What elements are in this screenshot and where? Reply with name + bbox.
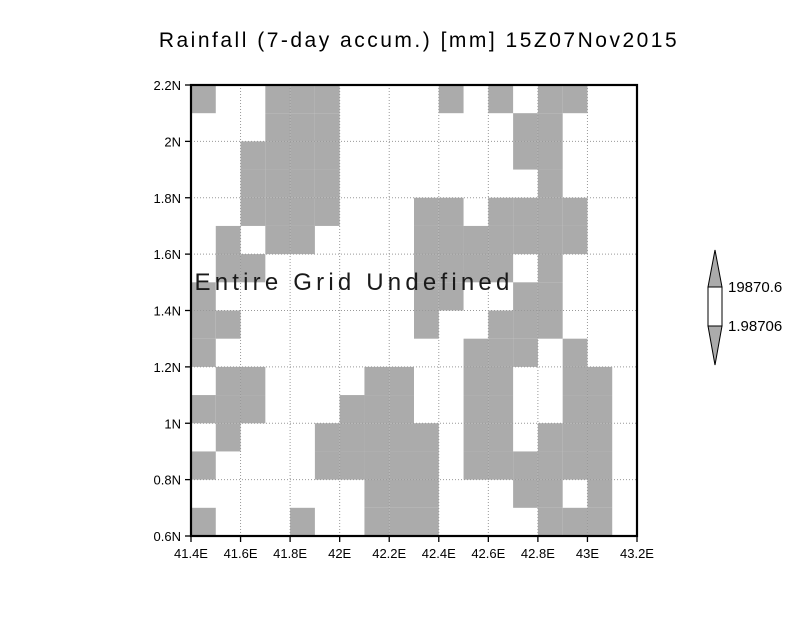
svg-text:0.6N: 0.6N — [154, 529, 181, 544]
svg-text:1.2N: 1.2N — [154, 360, 181, 375]
svg-text:43E: 43E — [576, 546, 599, 561]
svg-text:41.8E: 41.8E — [273, 546, 307, 561]
svg-text:41.6E: 41.6E — [224, 546, 258, 561]
svg-text:41.4E: 41.4E — [174, 546, 208, 561]
svg-text:1.4N: 1.4N — [154, 304, 181, 319]
svg-text:0.8N: 0.8N — [154, 473, 181, 488]
svg-text:Rainfall (7-day accum.) [mm] 1: Rainfall (7-day accum.) [mm] 15Z07Nov201… — [159, 29, 679, 52]
svg-text:42E: 42E — [328, 546, 351, 561]
svg-text:1N: 1N — [164, 416, 181, 431]
svg-text:2.2N: 2.2N — [154, 78, 181, 93]
svg-text:43.2E: 43.2E — [620, 546, 654, 561]
svg-text:42.2E: 42.2E — [372, 546, 406, 561]
svg-text:1.8N: 1.8N — [154, 191, 181, 206]
svg-text:42.4E: 42.4E — [422, 546, 456, 561]
svg-text:19870.6: 19870.6 — [728, 279, 782, 296]
svg-text:1.98706: 1.98706 — [728, 318, 782, 335]
svg-text:1.6N: 1.6N — [154, 247, 181, 262]
svg-text:Entire Grid Undefined: Entire Grid Undefined — [195, 269, 514, 296]
svg-text:42.8E: 42.8E — [521, 546, 555, 561]
svg-text:2N: 2N — [164, 134, 181, 149]
svg-text:42.6E: 42.6E — [471, 546, 505, 561]
